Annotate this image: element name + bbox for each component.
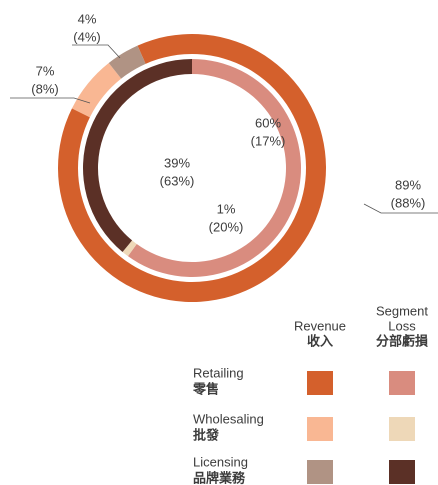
data-label: 1% (217, 201, 236, 216)
legend-swatch (389, 371, 415, 395)
legend-label: Licensing (193, 454, 248, 469)
data-label-secondary: (8%) (31, 81, 58, 96)
data-label-secondary: (88%) (391, 195, 426, 210)
data-label: 89% (395, 177, 421, 192)
legend-label: Wholesaling (193, 411, 264, 426)
donut-segment (82, 59, 192, 252)
data-label-secondary: (4%) (73, 29, 100, 44)
donut-segment (71, 62, 122, 118)
legend-header: Loss (388, 318, 416, 333)
data-label: 60% (255, 115, 281, 130)
data-label-secondary: (20%) (209, 219, 244, 234)
leader-line (363, 203, 438, 214)
legend-header: 收入 (307, 333, 333, 348)
donut-segment (127, 59, 302, 277)
legend-header: 分部虧損 (376, 333, 429, 348)
legend-swatch (307, 417, 333, 441)
data-label: 4% (78, 11, 97, 26)
donut-segment (108, 45, 146, 79)
data-label: 39% (164, 155, 190, 170)
legend-label: 品牌業務 (193, 470, 246, 485)
legend-header: Revenue (294, 318, 346, 333)
data-label-secondary: (63%) (160, 173, 195, 188)
data-label: 7% (36, 63, 55, 78)
legend-swatch (307, 460, 333, 484)
donut-segment (122, 240, 137, 257)
legend-header: Segment (376, 303, 428, 318)
legend-label: 零售 (192, 381, 219, 396)
legend-label: 批發 (193, 427, 219, 442)
data-label-secondary: (17%) (251, 133, 286, 148)
legend-label: Retailing (193, 365, 244, 380)
legend-swatch (307, 371, 333, 395)
legend-swatch (389, 417, 415, 441)
leader-line (72, 44, 121, 59)
legend-swatch (389, 460, 415, 484)
leader-line (10, 97, 91, 104)
